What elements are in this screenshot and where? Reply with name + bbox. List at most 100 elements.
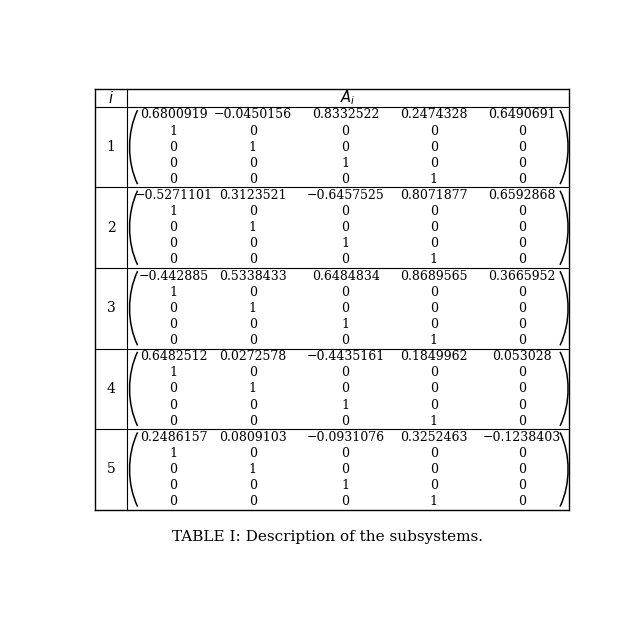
Text: 0: 0 (518, 366, 526, 379)
Text: 0: 0 (518, 447, 526, 460)
Text: 0: 0 (430, 463, 438, 476)
Text: TABLE I: Description of the subsystems.: TABLE I: Description of the subsystems. (173, 530, 483, 544)
Text: 0: 0 (170, 221, 177, 234)
Text: 0: 0 (430, 366, 438, 379)
Text: 1: 1 (170, 366, 177, 379)
Text: 0: 0 (518, 495, 526, 508)
Text: 1: 1 (249, 221, 257, 234)
Text: −0.1238403: −0.1238403 (483, 431, 561, 444)
Text: 0: 0 (342, 221, 349, 234)
Text: 0: 0 (249, 318, 257, 331)
Text: 1: 1 (430, 253, 438, 266)
Text: 0: 0 (249, 285, 257, 299)
Text: 0: 0 (518, 334, 526, 347)
Text: 0.6482512: 0.6482512 (140, 350, 207, 363)
Text: 0.8332522: 0.8332522 (312, 108, 380, 122)
Text: 0: 0 (518, 221, 526, 234)
Text: 0: 0 (170, 238, 177, 250)
Text: 0: 0 (170, 140, 177, 154)
Text: 0: 0 (249, 495, 257, 508)
Text: 0: 0 (249, 157, 257, 169)
Text: 0: 0 (518, 382, 526, 396)
Text: 0: 0 (249, 415, 257, 428)
Text: 0: 0 (249, 334, 257, 347)
Text: −0.442885: −0.442885 (138, 270, 209, 283)
Text: 0: 0 (430, 221, 438, 234)
Text: 0: 0 (342, 140, 349, 154)
Text: $i$: $i$ (108, 90, 114, 106)
Text: 0: 0 (430, 285, 438, 299)
Text: 1: 1 (430, 495, 438, 508)
Text: 1: 1 (342, 399, 349, 411)
Text: 0.6484834: 0.6484834 (312, 270, 380, 283)
Text: 0: 0 (430, 382, 438, 396)
Text: 0: 0 (342, 447, 349, 460)
Text: 0: 0 (430, 238, 438, 250)
Text: 0.1849962: 0.1849962 (400, 350, 468, 363)
Text: 0: 0 (249, 125, 257, 137)
Text: 0: 0 (518, 125, 526, 137)
Text: 0.3252463: 0.3252463 (400, 431, 468, 444)
Text: 1: 1 (430, 334, 438, 347)
Text: 0.3665952: 0.3665952 (488, 270, 556, 283)
Text: 0.8071877: 0.8071877 (400, 189, 468, 202)
Text: 0: 0 (430, 479, 438, 492)
Text: 0: 0 (170, 415, 177, 428)
Text: 0: 0 (342, 415, 349, 428)
Text: 0.0809103: 0.0809103 (219, 431, 287, 444)
Text: 4: 4 (106, 382, 115, 396)
Text: 0: 0 (342, 334, 349, 347)
Text: 0: 0 (170, 382, 177, 396)
Text: 1: 1 (249, 140, 257, 154)
Text: 0: 0 (170, 302, 177, 315)
Text: 0: 0 (249, 399, 257, 411)
Text: $A_i$: $A_i$ (340, 89, 356, 107)
Text: 0: 0 (518, 318, 526, 331)
Text: 0: 0 (430, 140, 438, 154)
Text: 0.8689565: 0.8689565 (400, 270, 468, 283)
Text: −0.4435161: −0.4435161 (307, 350, 385, 363)
Text: 0: 0 (518, 399, 526, 411)
Text: 0: 0 (518, 479, 526, 492)
Text: 0: 0 (342, 302, 349, 315)
Text: 1: 1 (170, 125, 177, 137)
Text: 0: 0 (170, 173, 177, 186)
Text: 0: 0 (518, 302, 526, 315)
Text: 0.053028: 0.053028 (492, 350, 552, 363)
Text: 1: 1 (170, 285, 177, 299)
Text: 0: 0 (518, 157, 526, 169)
Text: 0: 0 (430, 318, 438, 331)
Text: −0.6457525: −0.6457525 (307, 189, 385, 202)
Text: 0: 0 (342, 173, 349, 186)
Text: 0: 0 (342, 463, 349, 476)
Text: 0: 0 (170, 495, 177, 508)
Text: 1: 1 (342, 318, 349, 331)
Text: 0: 0 (518, 173, 526, 186)
Text: 0: 0 (518, 285, 526, 299)
Text: 3: 3 (107, 301, 115, 315)
Text: 0: 0 (518, 205, 526, 218)
Text: 1: 1 (249, 463, 257, 476)
Text: 2: 2 (107, 220, 115, 235)
Text: 5: 5 (107, 462, 115, 476)
Text: 0: 0 (342, 382, 349, 396)
Text: 0: 0 (249, 447, 257, 460)
Text: 0: 0 (342, 253, 349, 266)
Text: 1: 1 (249, 382, 257, 396)
Text: 0: 0 (430, 302, 438, 315)
Text: 1: 1 (430, 173, 438, 186)
Text: 0.3123521: 0.3123521 (219, 189, 287, 202)
Text: 0: 0 (249, 205, 257, 218)
Text: 0: 0 (249, 238, 257, 250)
Text: 0.6490691: 0.6490691 (488, 108, 556, 122)
Text: 0: 0 (342, 366, 349, 379)
Text: 0.0272578: 0.0272578 (220, 350, 287, 363)
Text: 0: 0 (430, 399, 438, 411)
Text: 0: 0 (518, 463, 526, 476)
Text: 0: 0 (170, 334, 177, 347)
Text: 0.2486157: 0.2486157 (140, 431, 207, 444)
Text: 1: 1 (106, 140, 115, 154)
Text: 0: 0 (249, 173, 257, 186)
Text: −0.5271101: −0.5271101 (134, 189, 212, 202)
Text: 1: 1 (170, 447, 177, 460)
